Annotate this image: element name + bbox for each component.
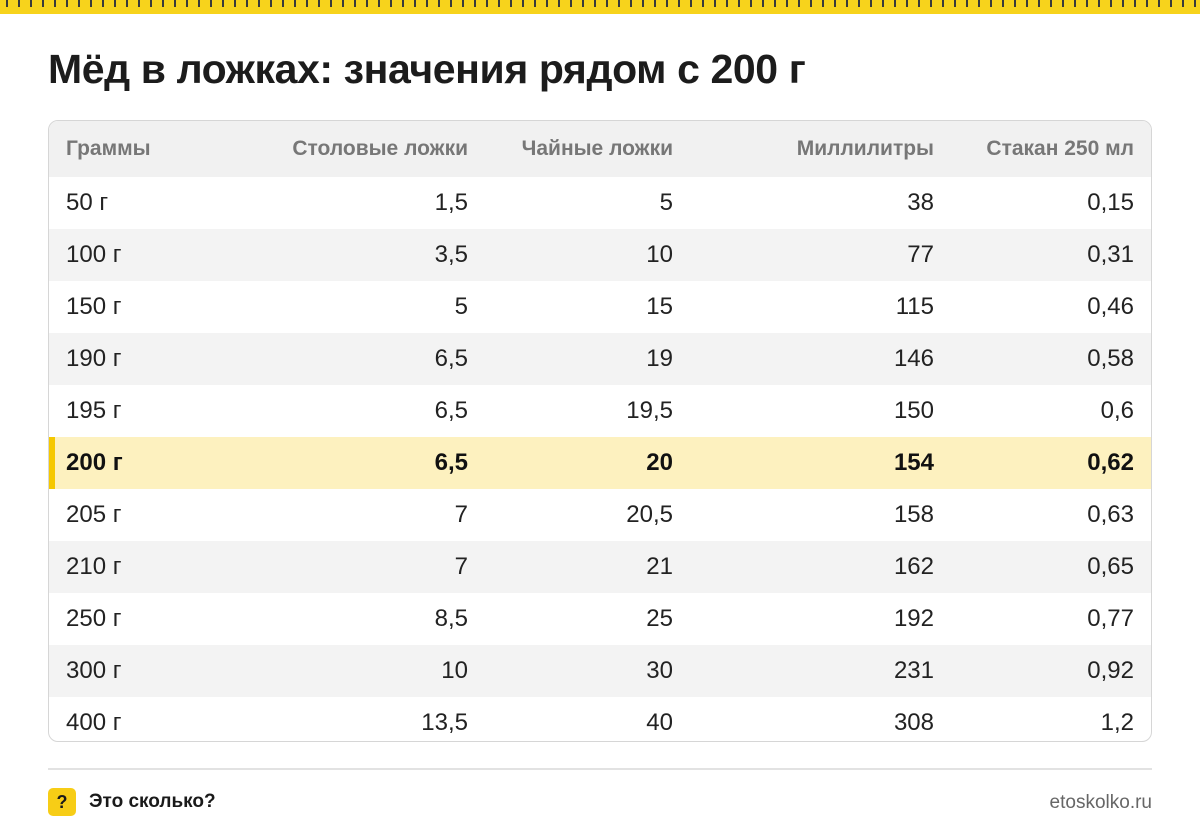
cell-grams: 205 г: [66, 501, 122, 528]
cell-glass: 0,58: [1087, 345, 1134, 372]
cell-milliliters: 231: [893, 657, 934, 684]
table-row: 210 г 7 21 162 0,65: [49, 541, 1151, 593]
cell-milliliters: 115: [895, 293, 934, 320]
brand-logo: ? Это сколько?: [48, 788, 216, 816]
cell-grams: 250 г: [66, 605, 122, 632]
cell-tablespoons: 6,5: [434, 345, 468, 372]
cell-glass: 0,77: [1087, 605, 1134, 632]
cell-milliliters: 150: [893, 397, 934, 424]
header-milliliters: Миллилитры: [796, 137, 934, 160]
cell-milliliters: 77: [907, 241, 934, 268]
cell-teaspoons: 20: [646, 449, 673, 476]
header-grams: Граммы: [66, 137, 151, 160]
cell-teaspoons: 10: [646, 241, 673, 268]
cell-tablespoons: 6,5: [434, 397, 468, 424]
cell-tablespoons: 8,5: [434, 605, 468, 632]
cell-milliliters: 162: [893, 553, 934, 580]
cell-teaspoons: 19: [646, 345, 673, 372]
cell-teaspoons: 30: [646, 657, 673, 684]
cell-glass: 1,2: [1100, 709, 1134, 736]
cell-tablespoons: 1,5: [434, 189, 468, 216]
ruler-strip: [0, 0, 1200, 14]
cell-glass: 0,63: [1087, 501, 1134, 528]
page-title: Мёд в ложках: значения рядом с 200 г: [48, 46, 806, 92]
cell-grams: 210 г: [66, 553, 122, 580]
cell-grams: 400 г: [66, 709, 122, 736]
cell-grams: 190 г: [66, 345, 122, 372]
cell-teaspoons: 40: [646, 709, 673, 736]
cell-milliliters: 192: [893, 605, 934, 632]
table-row: 250 г 8,5 25 192 0,77: [49, 593, 1151, 645]
conversion-table: Граммы Столовые ложки Чайные ложки Милли…: [48, 120, 1152, 742]
cell-tablespoons: 10: [441, 657, 468, 684]
cell-grams: 300 г: [66, 657, 122, 684]
cell-glass: 0,46: [1087, 293, 1134, 320]
cell-tablespoons: 5: [454, 293, 468, 320]
cell-milliliters: 38: [907, 189, 934, 216]
cell-grams: 50 г: [66, 189, 109, 216]
table-row: 205 г 7 20,5 158 0,63: [49, 489, 1151, 541]
table-header-row: Граммы Столовые ложки Чайные ложки Милли…: [49, 121, 1151, 177]
cell-tablespoons: 6,5: [434, 449, 468, 476]
table-row: 190 г 6,5 19 146 0,58: [49, 333, 1151, 385]
header-teaspoons: Чайные ложки: [521, 137, 673, 160]
cell-grams: 200 г: [66, 449, 123, 476]
cell-glass: 0,65: [1087, 553, 1134, 580]
table-row-highlighted: 200 г 6,5 20 154 0,62: [49, 437, 1151, 489]
table-row: 400 г 13,5 40 308 1,2: [49, 697, 1151, 741]
question-mark-icon: ?: [48, 788, 76, 816]
cell-tablespoons: 7: [454, 501, 468, 528]
table-row: 150 г 5 15 115 0,46: [49, 281, 1151, 333]
footer-divider: [48, 768, 1152, 770]
site-url: etoskolko.ru: [1049, 792, 1152, 813]
cell-milliliters: 158: [893, 501, 934, 528]
cell-tablespoons: 7: [454, 553, 468, 580]
cell-teaspoons: 25: [646, 605, 673, 632]
cell-teaspoons: 5: [659, 189, 673, 216]
cell-glass: 0,15: [1087, 189, 1134, 216]
header-glass: Стакан 250 мл: [986, 137, 1134, 160]
table-row: 50 г 1,5 5 38 0,15: [49, 177, 1151, 229]
cell-teaspoons: 20,5: [626, 501, 673, 528]
cell-milliliters: 146: [893, 345, 934, 372]
header-tablespoons: Столовые ложки: [292, 137, 468, 160]
cell-tablespoons: 3,5: [434, 241, 468, 268]
cell-teaspoons: 19,5: [626, 397, 673, 424]
cell-teaspoons: 21: [646, 553, 673, 580]
cell-teaspoons: 15: [646, 293, 673, 320]
cell-glass: 0,92: [1087, 657, 1134, 684]
cell-glass: 0,62: [1087, 449, 1134, 476]
cell-grams: 150 г: [66, 293, 122, 320]
cell-grams: 100 г: [66, 241, 122, 268]
cell-grams: 195 г: [66, 397, 122, 424]
table-row: 300 г 10 30 231 0,92: [49, 645, 1151, 697]
table-row: 100 г 3,5 10 77 0,31: [49, 229, 1151, 281]
cell-milliliters: 308: [893, 709, 934, 736]
table-row: 195 г 6,5 19,5 150 0,6: [49, 385, 1151, 437]
brand-name: Это сколько?: [89, 791, 216, 812]
cell-milliliters: 154: [893, 449, 934, 476]
cell-glass: 0,31: [1087, 241, 1134, 268]
cell-glass: 0,6: [1100, 397, 1134, 424]
cell-tablespoons: 13,5: [421, 709, 468, 736]
